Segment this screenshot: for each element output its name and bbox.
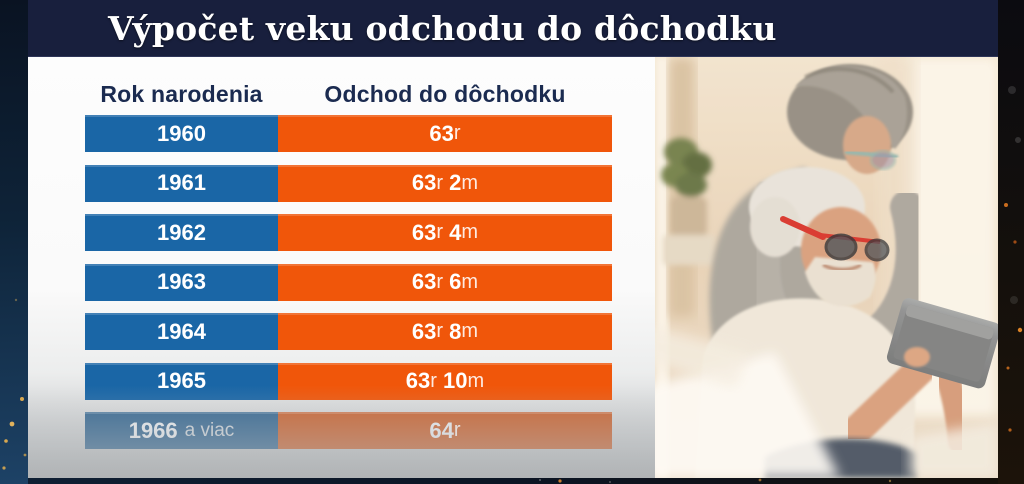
birth-year-cell: 1964 xyxy=(85,313,278,350)
months-unit-suffix: m xyxy=(461,320,479,342)
man-glasses-lens xyxy=(824,233,858,261)
man-red-glasses-temple xyxy=(780,216,826,240)
birth-year-cell: 1962 xyxy=(85,214,278,251)
studio-background-left xyxy=(0,0,28,484)
column-header-retirement: Odchod do dôchodku xyxy=(324,81,566,107)
photo-elderly-couple-tablet xyxy=(655,57,998,478)
retirement-years-value: 63 xyxy=(405,368,431,393)
years-unit-suffix: r xyxy=(453,419,461,441)
birth-year-note: a viac xyxy=(184,419,235,441)
table-row: 1963 63 r 6 m xyxy=(85,263,612,301)
months-unit-suffix: m xyxy=(461,171,479,194)
retirement-age-cell: 63 r 10 m xyxy=(278,362,612,400)
retirement-months-value: 2 xyxy=(443,170,462,195)
birth-year-value: 1960 xyxy=(157,120,206,146)
foreground-blur-left xyxy=(655,352,840,478)
retirement-months-value: 4 xyxy=(443,219,462,245)
months-unit-suffix: m xyxy=(467,369,485,392)
retirement-table-panel: Rok narodenia Odchod do dôchodku 1960 63… xyxy=(28,57,655,478)
table-row: 1960 63 r xyxy=(85,115,612,152)
plant xyxy=(661,138,715,265)
birth-year-cell: 1965 xyxy=(85,362,278,400)
retirement-age-cell: 63 r 6 m xyxy=(278,263,612,301)
retirement-months-value: 6 xyxy=(443,269,462,294)
retirement-months-value: 10 xyxy=(436,368,468,393)
retirement-age-cell: 63 r 2 m xyxy=(278,164,612,202)
retirement-age-cell: 63 r xyxy=(278,115,612,152)
man-hand-on-tablet xyxy=(904,347,930,367)
birth-year-cell: 1966 a viac xyxy=(85,412,278,449)
table-row: 1961 63 r 2 m xyxy=(85,164,612,202)
photo-illustration xyxy=(655,57,998,478)
table-rows: 1960 63 r 1961 63 r 2 m 1962 63 r xyxy=(85,115,612,462)
table-row: 1964 63 r 8 m xyxy=(85,313,612,350)
table-row: 1962 63 r 4 m xyxy=(85,214,612,251)
studio-background-bottom xyxy=(28,478,998,484)
birth-year-value: 1964 xyxy=(157,318,206,344)
title-bar: Výpočet veku odchodu do dôchodku xyxy=(28,0,998,57)
years-unit-suffix: r xyxy=(436,270,444,293)
birth-year-value: 1962 xyxy=(157,219,206,245)
retirement-years-value: 63 xyxy=(411,219,437,245)
birth-year-cell: 1963 xyxy=(85,263,278,301)
column-header-birth-year: Rok narodenia xyxy=(100,81,263,107)
years-unit-suffix: r xyxy=(436,320,444,342)
retirement-years-value: 63 xyxy=(411,269,437,294)
page-title: Výpočet veku odchodu do dôchodku xyxy=(108,8,777,48)
months-unit-suffix: m xyxy=(461,221,479,243)
table-header-row: Rok narodenia Odchod do dôchodku xyxy=(28,81,655,111)
months-unit-suffix: m xyxy=(461,270,479,293)
man-beard xyxy=(805,257,876,307)
table-row: 1966 a viac 64 r xyxy=(85,412,612,449)
table-row: 1965 63 r 10 m xyxy=(85,362,612,400)
retirement-years-value: 63 xyxy=(429,120,454,146)
retirement-age-cell: 64 r xyxy=(278,412,612,449)
birth-year-value: 1965 xyxy=(157,368,206,393)
retirement-years-value: 64 xyxy=(429,417,454,443)
retirement-years-value: 63 xyxy=(411,170,437,195)
retirement-years-value: 63 xyxy=(411,318,437,344)
years-unit-suffix: r xyxy=(436,221,444,243)
birth-year-value: 1963 xyxy=(157,269,206,294)
birth-year-cell: 1961 xyxy=(85,164,278,202)
years-unit-suffix: r xyxy=(453,122,461,144)
retirement-age-cell: 63 r 4 m xyxy=(278,214,612,251)
studio-background-right xyxy=(998,0,1024,484)
foreground-blur-right xyxy=(910,422,998,478)
birth-year-value: 1961 xyxy=(157,170,206,195)
birth-year-cell: 1960 xyxy=(85,115,278,152)
retirement-age-cell: 63 r 8 m xyxy=(278,313,612,350)
birth-year-value: 1966 xyxy=(128,417,178,443)
retirement-months-value: 8 xyxy=(443,318,462,344)
years-unit-suffix: r xyxy=(430,369,437,392)
years-unit-suffix: r xyxy=(436,171,444,194)
